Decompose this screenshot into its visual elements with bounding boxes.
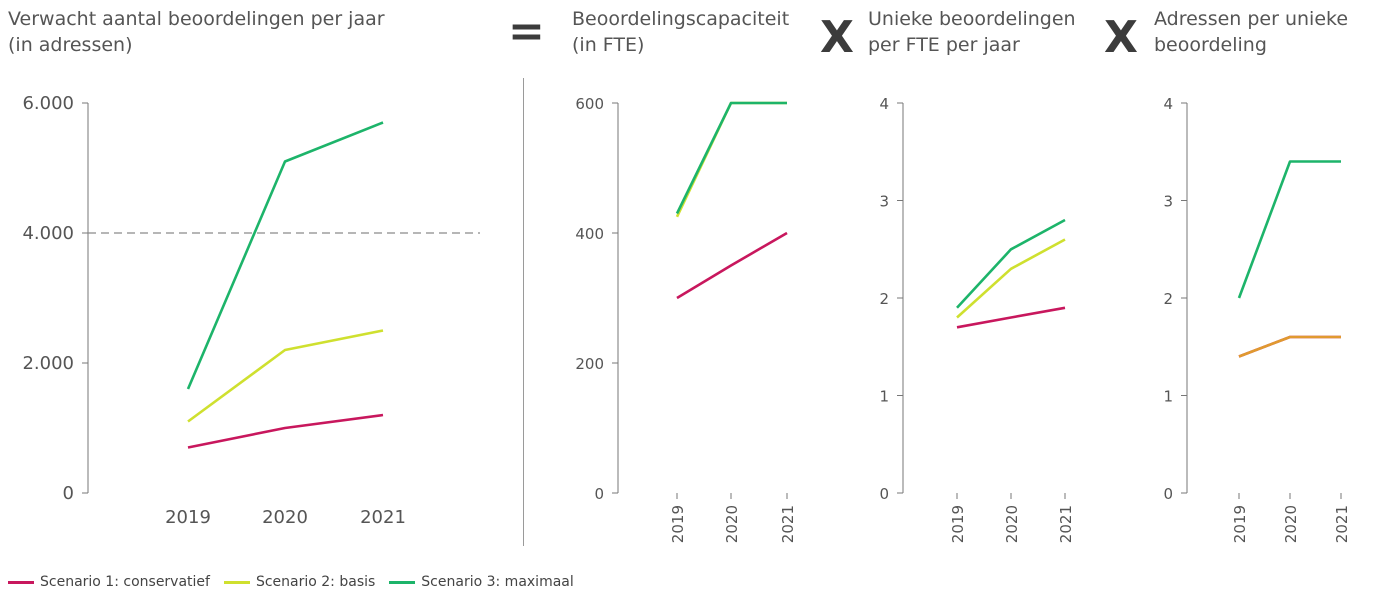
chart2-series-line-2 bbox=[675, 101, 787, 218]
chart3-y-tick-label: 1 bbox=[879, 388, 889, 406]
legend-label-scenario-1: Scenario 1: conservatief bbox=[40, 574, 210, 590]
panel2-title: Beoordelingscapaciteit (in FTE) bbox=[572, 8, 790, 56]
chart4-y-tick-label: 3 bbox=[1163, 193, 1173, 211]
chart3-y-tick-label: 4 bbox=[879, 95, 889, 113]
chart1-x-tick-label: 2019 bbox=[165, 507, 211, 528]
chart2-y-tick-label: 0 bbox=[594, 485, 604, 503]
legend-item-scenario-3: Scenario 3: maximaal bbox=[389, 574, 574, 590]
chart4-series-line-3 bbox=[1237, 160, 1341, 299]
chart1-y-tick-label: 6.000 bbox=[22, 93, 74, 114]
panel3-title: Unieke beoordelingen per FTE per jaar bbox=[868, 8, 1076, 56]
legend: Scenario 1: conservatief Scenario 2: bas… bbox=[8, 574, 574, 590]
chart3-x-tick-label: 2020 bbox=[1003, 505, 1021, 543]
chart2-x-tick-label: 2021 bbox=[779, 505, 797, 543]
chart2-y-tick-label: 200 bbox=[575, 355, 604, 373]
legend-item-scenario-1: Scenario 1: conservatief bbox=[8, 574, 210, 590]
multiply-operator-2: X bbox=[1104, 12, 1138, 63]
chart1-y-tick-label: 2.000 bbox=[22, 353, 74, 374]
chart1-series-line-3 bbox=[186, 121, 384, 390]
panel4-title: Adressen per unieke beoordeling bbox=[1154, 8, 1349, 56]
legend-item-scenario-2: Scenario 2: basis bbox=[223, 574, 376, 590]
chart1-y-tick-label: 0 bbox=[63, 483, 74, 504]
chart1-series-line-2 bbox=[187, 329, 384, 423]
chart3-series-line-1 bbox=[956, 306, 1066, 329]
chart3-x-tick-label: 2021 bbox=[1057, 505, 1075, 543]
chart4-series-line-2 bbox=[1238, 335, 1341, 358]
chart4-x-tick-label: 2019 bbox=[1231, 505, 1249, 543]
chart4-y-tick-label: 4 bbox=[1163, 95, 1173, 113]
chart2-series-line-3 bbox=[675, 101, 787, 215]
chart1-y-tick-label: 4.000 bbox=[22, 223, 74, 244]
legend-swatch-scenario-2 bbox=[223, 580, 250, 584]
legend-swatch-scenario-3 bbox=[389, 580, 416, 584]
chart4-y-tick-label: 0 bbox=[1163, 485, 1173, 503]
chart3-y-tick-label: 3 bbox=[879, 193, 889, 211]
chart1-series-line-1 bbox=[187, 413, 384, 449]
legend-swatch-scenario-1 bbox=[8, 580, 34, 584]
chart2-x-tick-label: 2019 bbox=[669, 505, 687, 543]
equals-operator: = bbox=[508, 6, 545, 57]
chart3-x-tick-label: 2019 bbox=[949, 505, 967, 543]
chart4-y-tick-label: 1 bbox=[1163, 388, 1173, 406]
chart2-y-tick-label: 600 bbox=[575, 95, 604, 113]
legend-label-scenario-2: Scenario 2: basis bbox=[255, 574, 376, 590]
chart4-x-tick-label: 2020 bbox=[1282, 505, 1300, 543]
chart3-y-tick-label: 0 bbox=[879, 485, 889, 503]
chart2-series-line-1 bbox=[676, 231, 788, 300]
legend-label-scenario-3: Scenario 3: maximaal bbox=[421, 574, 574, 590]
chart4-x-tick-label: 2021 bbox=[1333, 505, 1351, 543]
chart4-series-line-1 bbox=[1238, 335, 1341, 358]
chart3-y-tick-label: 2 bbox=[879, 290, 889, 308]
chart3-series-line-2 bbox=[956, 238, 1066, 319]
panel-separator bbox=[523, 78, 524, 546]
multiply-operator-1: X bbox=[820, 12, 854, 63]
chart4-y-tick-label: 2 bbox=[1163, 290, 1173, 308]
panel1-title: Verwacht aantal beoordelingen per jaar (… bbox=[8, 8, 385, 56]
chart2-x-tick-label: 2020 bbox=[723, 505, 741, 543]
chart1-x-tick-label: 2021 bbox=[360, 507, 406, 528]
chart3-series-line-3 bbox=[956, 218, 1066, 309]
chart1-x-tick-label: 2020 bbox=[262, 507, 308, 528]
chart2-y-tick-label: 400 bbox=[575, 225, 604, 243]
